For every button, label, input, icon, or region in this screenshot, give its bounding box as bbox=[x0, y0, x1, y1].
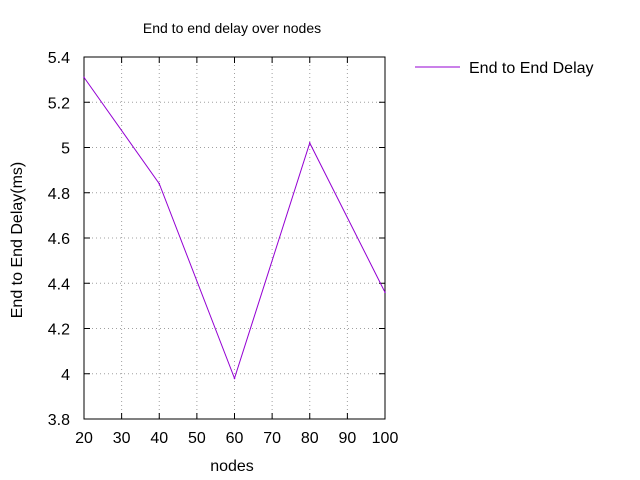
legend: End to End Delay bbox=[415, 60, 594, 77]
series-group bbox=[83, 76, 386, 380]
x-tick-labels: 20 30 40 50 60 70 80 90 100 bbox=[75, 430, 398, 447]
y-tick-label: 4.6 bbox=[48, 231, 70, 248]
x-tick-label: 50 bbox=[188, 430, 206, 447]
x-axis-label: nodes bbox=[210, 458, 254, 475]
y-tick-label: 4 bbox=[61, 367, 70, 384]
x-tick-label: 20 bbox=[75, 430, 93, 447]
y-tick-label: 4.8 bbox=[48, 186, 70, 203]
x-tick-label: 30 bbox=[113, 430, 131, 447]
y-tick-label: 5 bbox=[61, 141, 70, 158]
x-tick-label: 70 bbox=[263, 430, 281, 447]
x-tick-label: 40 bbox=[150, 430, 168, 447]
data-point bbox=[158, 182, 161, 185]
y-tick-label: 3.8 bbox=[48, 412, 70, 429]
x-tick-label: 100 bbox=[372, 430, 399, 447]
y-tick-label: 4.4 bbox=[48, 276, 70, 293]
grid-lines bbox=[84, 57, 385, 419]
y-axis-label: End to End Delay(ms) bbox=[9, 162, 26, 319]
y-tick-label: 5.4 bbox=[48, 50, 70, 67]
y-tick-label: 5.2 bbox=[48, 95, 70, 112]
chart-title: End to end delay over nodes bbox=[143, 20, 321, 36]
data-point bbox=[384, 291, 386, 294]
x-tick-label: 80 bbox=[301, 430, 319, 447]
data-point bbox=[233, 377, 236, 380]
x-tick-label: 60 bbox=[226, 430, 244, 447]
legend-label-end-to-end-delay: End to End Delay bbox=[469, 60, 594, 77]
y-tick-labels: 3.8 4 4.2 4.4 4.6 4.8 5 5.2 5.4 bbox=[48, 50, 70, 429]
data-point bbox=[308, 142, 311, 144]
x-tick-label: 90 bbox=[338, 430, 356, 447]
tick-marks bbox=[83, 56, 386, 420]
data-point bbox=[83, 76, 85, 79]
y-tick-label: 4.2 bbox=[48, 322, 70, 339]
